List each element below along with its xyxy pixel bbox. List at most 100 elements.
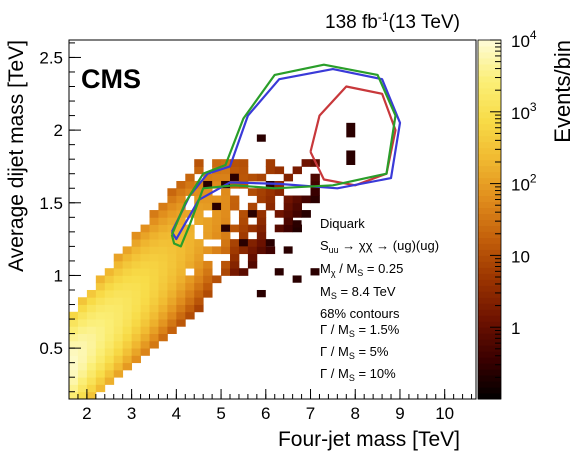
heatmap-cell (167, 282, 177, 291)
heatmap-cell (104, 268, 115, 276)
colorbar-step (478, 69, 501, 77)
heatmap-cell (212, 210, 222, 218)
heatmap-cell (194, 217, 204, 225)
heatmap-cell (292, 220, 302, 228)
heatmap-cell (69, 333, 79, 342)
heatmap-cell (221, 202, 231, 211)
heatmap-cell (122, 311, 133, 320)
heatmap-cell (86, 289, 97, 298)
z-tick-label: 1 (511, 319, 520, 338)
heatmap-cell (158, 210, 168, 218)
heatmap-cell (230, 246, 240, 255)
heatmap-cell (203, 282, 213, 291)
heatmap-cell (301, 159, 311, 167)
heatmap-cell (194, 202, 204, 211)
heatmap-cell (176, 260, 186, 269)
heatmap-cell (194, 253, 204, 262)
x-axis-title: Four-jet mass [TeV] (278, 428, 460, 451)
heatmap-cell (256, 210, 267, 218)
heatmap-cell (131, 333, 141, 342)
heatmap-cell (158, 217, 168, 225)
heatmap-cell (283, 217, 294, 225)
heatmap-cell (238, 217, 249, 225)
heatmap-cell (185, 304, 195, 313)
heatmap-cell (69, 355, 79, 364)
heatmap-cell (221, 268, 231, 276)
heatmap-cell (69, 319, 79, 327)
heatmap-cell (176, 195, 186, 204)
heatmap-cell (158, 231, 168, 240)
legend-contour-5: Γ / MS = 5% (320, 344, 389, 361)
heatmap-cell (131, 260, 141, 269)
heatmap-cell (149, 282, 159, 291)
heatmap-cell (221, 188, 231, 196)
heatmap-cell (95, 304, 106, 313)
heatmap-cell (238, 159, 249, 167)
heatmap-cell (212, 180, 222, 189)
heatmap-cell (176, 297, 186, 305)
colorbar-step (478, 273, 501, 280)
heatmap-cell (77, 326, 88, 334)
heatmap-cell (140, 326, 150, 334)
heatmap-cell (301, 195, 311, 204)
heatmap-cell (131, 239, 141, 247)
x-tick-label: 4 (172, 404, 181, 423)
heatmap-cell (131, 340, 141, 349)
heatmap-cell (247, 253, 258, 262)
heatmap-cell (77, 369, 88, 378)
heatmap-cell (167, 268, 177, 276)
heatmap-cell (77, 355, 88, 364)
heatmap-cell (265, 188, 276, 196)
colorbar-step (478, 135, 501, 143)
heatmap-cell (86, 333, 97, 342)
heatmap-cell (221, 224, 231, 232)
heatmap-cell (203, 260, 213, 269)
heatmap-cell (95, 282, 106, 291)
heatmap-cell (176, 217, 186, 225)
heatmap-cell (158, 275, 168, 284)
colorbar-step (478, 327, 501, 334)
heatmap-cell (122, 246, 133, 255)
heatmap-cell (149, 268, 159, 276)
heatmap-cell (86, 391, 97, 400)
heatmap-cell (95, 333, 106, 342)
heatmap-cell (203, 289, 213, 298)
heatmap-cell (122, 362, 133, 371)
colorbar-step (478, 63, 501, 71)
heatmap-cell (310, 188, 320, 196)
heatmap-cell (77, 348, 88, 356)
heatmap-cell (256, 231, 267, 240)
heatmap-cell (149, 311, 159, 320)
heatmap-cell (176, 246, 186, 255)
heatmap-cell (212, 195, 222, 204)
heatmap-cell (203, 246, 213, 255)
heatmap-cell (167, 275, 177, 284)
heatmap-cell (131, 304, 141, 313)
heatmap-cell (247, 224, 258, 233)
colorbar-step (478, 255, 501, 262)
heatmap-cell (230, 253, 240, 262)
heatmap-cell (131, 246, 141, 255)
heatmap-cell (158, 333, 168, 342)
heatmap-cell (149, 319, 159, 327)
heatmap-cell (77, 362, 88, 371)
heatmap-cell (283, 195, 294, 204)
colorbar-step (478, 375, 501, 382)
heatmap-cell (256, 217, 267, 225)
heatmap-cell (212, 275, 222, 284)
heatmap-cell (122, 253, 133, 262)
heatmap-cell (265, 202, 276, 211)
colorbar-step (478, 237, 501, 244)
colorbar-step (478, 207, 501, 215)
heatmap-cell (274, 268, 284, 276)
heatmap-cell (221, 246, 231, 255)
heatmap-cell (113, 319, 124, 327)
legend-contour-1p5: Γ / MS = 1.5% (320, 322, 400, 339)
z-tick-label: 104 (511, 28, 537, 51)
heatmap-cell (185, 188, 195, 196)
heatmap-cell (95, 340, 106, 349)
heatmap-cell (176, 239, 186, 247)
heatmap-cell (167, 289, 177, 298)
heatmap-cell (283, 202, 294, 211)
heatmap-cell (194, 260, 204, 269)
